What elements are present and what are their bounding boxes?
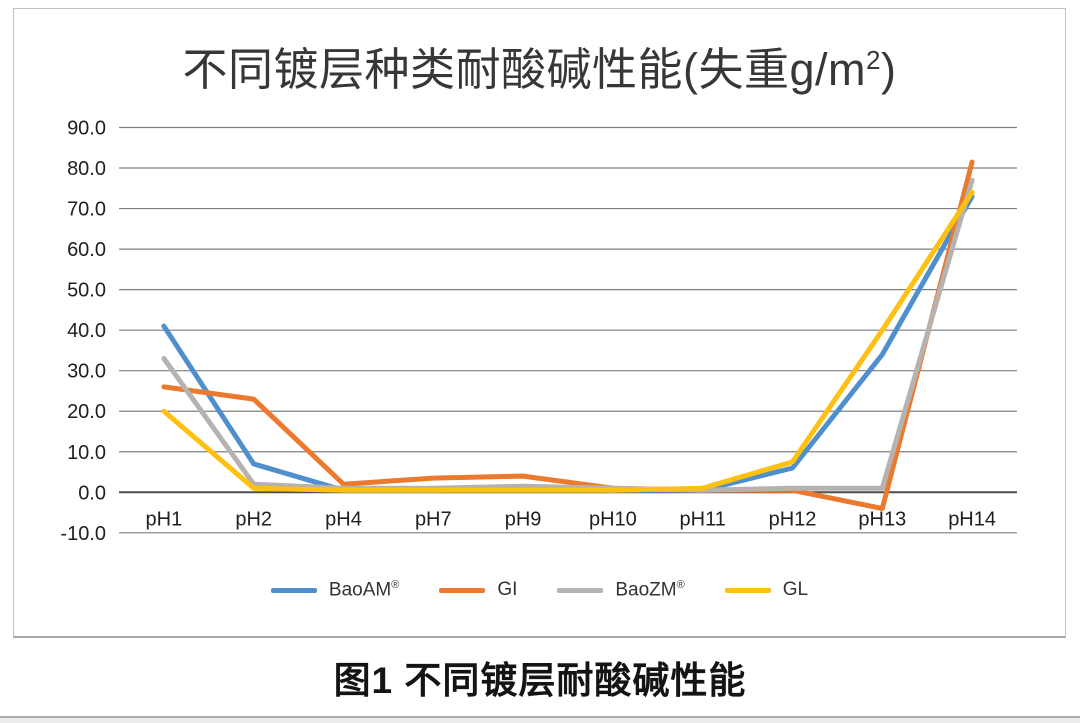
- x-axis-tick-label: pH4: [325, 508, 362, 530]
- x-axis-tick-label: pH2: [235, 508, 272, 530]
- y-axis-tick-label: 40.0: [67, 320, 106, 342]
- x-axis-tick-label: pH14: [948, 508, 996, 530]
- chart-title-text: 不同镀层种类耐酸碱性能(失重g/m: [182, 44, 867, 95]
- series-line-gl: [161, 189, 975, 493]
- x-axis-tick-label: pH7: [415, 508, 452, 530]
- legend-item-gl: GL: [724, 579, 809, 601]
- legend-swatch-icon: [557, 587, 604, 593]
- y-axis-tick-label: 30.0: [67, 361, 106, 383]
- x-axis-tick-label: pH1: [146, 508, 183, 530]
- y-axis-tick-label: 50.0: [67, 280, 106, 302]
- legend-item-baoam: BaoAM®: [270, 579, 400, 601]
- next-content-edge: [0, 716, 1080, 723]
- chart-legend: BaoAM® GI BaoZM® GL: [14, 579, 1065, 601]
- chart-title: 不同镀层种类耐酸碱性能(失重g/m2): [14, 33, 1065, 98]
- legend-label: GI: [497, 579, 518, 601]
- legend-item-baozm: BaoZM®: [557, 579, 685, 601]
- x-axis-tick-label: pH9: [505, 508, 542, 530]
- legend-label-superscript: ®: [391, 579, 400, 591]
- line-chart: 90.0 80.0 70.0 60.0 50.0 40.0 30.0 20.0 10.0 0.0 -…: [60, 118, 1017, 545]
- y-axis-tick-label: 0.0: [78, 482, 106, 504]
- series-line-gi: [161, 159, 975, 511]
- y-axis-tick-label: 60.0: [67, 239, 106, 261]
- x-axis-tick-label: pH10: [589, 508, 637, 530]
- y-axis-tick-label: 10.0: [67, 442, 106, 464]
- figure-caption: 图1 不同镀层耐酸碱性能: [333, 660, 747, 701]
- chart-title-close: ): [880, 44, 897, 95]
- y-axis-tick-label: 20.0: [67, 401, 106, 423]
- y-axis-tick-label: 70.0: [67, 199, 106, 221]
- legend-label: GL: [782, 579, 809, 601]
- legend-swatch-icon: [439, 587, 486, 593]
- legend-label: BaoZM®: [615, 579, 685, 601]
- chart-title-superscript: 2: [866, 45, 881, 75]
- y-axis-tick-label: 80.0: [67, 158, 106, 180]
- legend-item-gi: GI: [439, 579, 517, 601]
- legend-label: BaoAM®: [328, 579, 400, 601]
- chart-panel: 不同镀层种类耐酸碱性能(失重g/m2) 90.0 80.0 70.0 60.0 50.0…: [13, 8, 1066, 638]
- x-axis-tick-label: pH11: [680, 508, 726, 530]
- x-axis-tick-label: pH12: [769, 508, 817, 530]
- series-line-baozm: [161, 177, 975, 493]
- series-line-baoam: [161, 193, 975, 493]
- legend-swatch-icon: [724, 587, 771, 593]
- legend-label-superscript: ®: [676, 579, 685, 591]
- y-axis-tick-label: -10.0: [60, 523, 106, 545]
- x-axis-tick-label: pH13: [858, 508, 906, 530]
- legend-swatch-icon: [270, 587, 317, 593]
- y-axis-tick-label: 90.0: [67, 118, 106, 140]
